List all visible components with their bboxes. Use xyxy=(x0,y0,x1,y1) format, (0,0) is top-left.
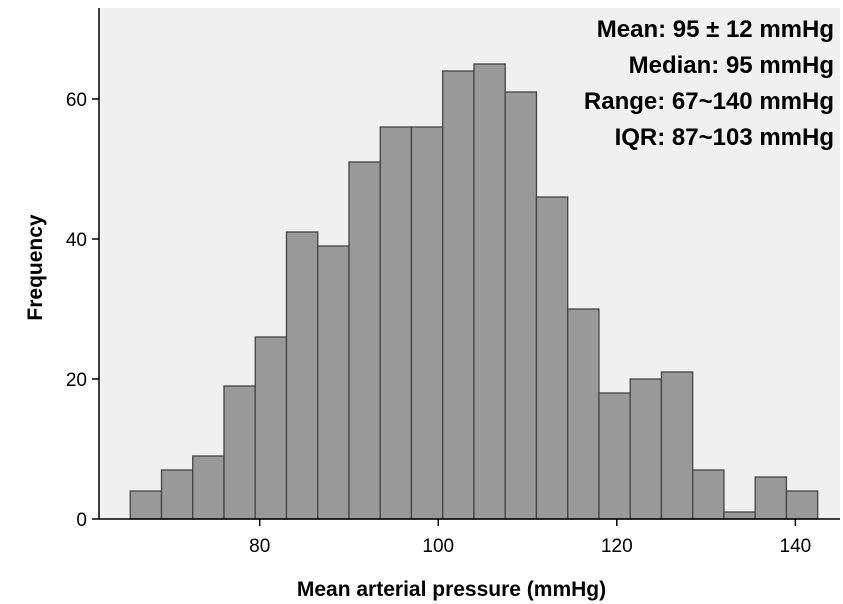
x-tick-label: 80 xyxy=(249,536,270,557)
histogram-bar xyxy=(410,126,444,520)
y-tick-label: 60 xyxy=(66,90,87,111)
x-axis-title: Mean arterial pressure (mmHg) xyxy=(297,578,606,601)
histogram-bar xyxy=(317,245,350,520)
axes-group xyxy=(98,8,840,520)
histogram-bar xyxy=(629,378,663,520)
histogram-bar xyxy=(223,385,256,520)
histogram-bar xyxy=(348,161,381,520)
histogram-bar xyxy=(192,455,225,520)
stat-mean: Mean: 95 ± 12 mmHg xyxy=(597,16,834,43)
x-tick-label: 100 xyxy=(422,536,454,557)
histogram-bar xyxy=(504,91,538,520)
histogram-bar xyxy=(285,231,319,520)
y-tick-label: 40 xyxy=(66,230,87,251)
histogram-bar xyxy=(254,336,288,520)
stat-median: Median: 95 mmHg xyxy=(629,52,834,79)
histogram-bar xyxy=(660,371,694,520)
stats-annotation: Mean: 95 ± 12 mmHg Median: 95 mmHg Range… xyxy=(584,16,834,151)
histogram-bar xyxy=(692,469,725,520)
bars-group xyxy=(129,63,819,520)
ticks-group: 0 20 40 60 80 100 120 140 xyxy=(66,90,811,557)
histogram-bar xyxy=(160,469,194,520)
histogram-bar xyxy=(754,476,788,520)
histogram-bar xyxy=(379,126,413,520)
stat-range: Range: 67~140 mmHg xyxy=(584,88,834,115)
y-tick-label: 20 xyxy=(66,370,87,391)
histogram-bar xyxy=(442,70,475,520)
histogram-bar xyxy=(598,392,631,520)
x-tick-label: 120 xyxy=(601,536,633,557)
x-tick-label: 140 xyxy=(780,536,812,557)
y-axis-title: Frequency xyxy=(24,214,47,321)
histogram-bar xyxy=(473,63,506,520)
histogram-bar xyxy=(535,196,569,520)
histogram-bar xyxy=(785,490,819,520)
histogram-bar xyxy=(567,308,600,520)
histogram-bar xyxy=(129,490,163,520)
y-tick-label: 0 xyxy=(76,510,87,531)
stat-iqr: IQR: 87~103 mmHg xyxy=(615,124,834,151)
histogram-bar xyxy=(723,511,756,520)
